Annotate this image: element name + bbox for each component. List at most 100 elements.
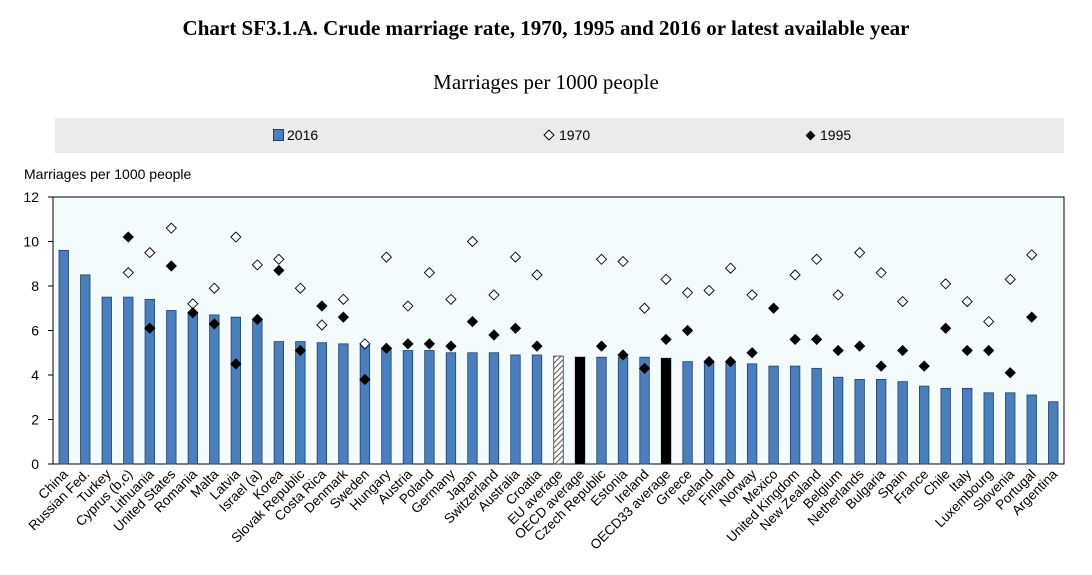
chart-title: Chart SF3.1.A. Crude marriage rate, 1970… [182,16,910,40]
y-tick-label: 12 [23,189,39,205]
bar-2016 [746,363,758,465]
bar-2016 [80,274,91,465]
marker-1995 [810,333,823,346]
bar-2016 [897,381,908,465]
y-tick-label: 8 [31,278,39,294]
marker-1970 [531,269,543,281]
legend: 2016 1970 1995 [55,118,1064,153]
legend-item-2016: 2016 [273,127,318,143]
marker-1970 [509,251,522,263]
marker-1995 [165,260,177,272]
marker-1995 [380,342,393,354]
bar-2016 [596,356,607,465]
marker-1995 [144,322,156,334]
y-tick-label: 10 [23,234,39,250]
marker-1970 [294,282,307,294]
marker-1995 [595,340,608,352]
bar-2016 [1005,392,1016,465]
marker-1970 [703,284,715,297]
marker-1995 [617,349,629,361]
bar-2016 [983,392,994,465]
bar-2016 [531,354,543,465]
marker-1995 [316,300,328,312]
marker-1995 [273,264,285,277]
marker-1970 [789,269,801,281]
bar-2016 [488,352,500,465]
bar-2016 [876,379,887,465]
marker-1995 [767,302,780,314]
bar-2016 [1026,394,1037,465]
marker-1995 [660,333,672,346]
marker-1995 [897,344,909,357]
marker-1970 [746,289,758,301]
legend-label-2016: 2016 [287,127,319,143]
marker-1995 [875,360,887,372]
bar-2016 [58,249,69,465]
marker-1995 [122,231,134,243]
chart-subtitle: Marriages per 1000 people [433,70,659,94]
bar-2016 [101,296,112,465]
y-axis-label: Marriages per 1000 people [24,166,192,182]
bar-2016 [768,365,779,465]
marker-1995 [488,329,500,341]
bar-2016 [402,350,414,465]
marker-1995 [230,358,242,370]
bar-2016 [510,354,521,465]
marker-1970 [983,315,995,328]
marker-1995 [681,324,694,337]
marker-1995 [294,344,307,357]
marker-1970 [1026,249,1038,261]
bar-2016 [660,357,672,465]
marker-1995 [509,322,522,334]
marker-1995 [208,318,220,330]
marker-1995 [746,347,758,359]
marker-1995 [961,344,973,357]
bar-2016 [940,387,951,465]
marker-1995 [983,344,995,357]
bar-2016 [789,365,801,465]
marker-1970 [897,295,909,308]
bar-2016 [854,379,865,465]
marker-1970 [380,251,393,263]
y-tick-label: 2 [31,412,39,428]
y-tick-label: 6 [31,323,39,339]
marker-1995 [1026,311,1038,323]
marker-1995 [251,313,263,326]
bar-2016 [639,356,650,465]
marker-1995 [445,340,457,352]
marker-1970 [144,246,156,259]
marker-1970 [466,235,479,248]
marker-1995 [724,356,737,368]
legend-item-1995: 1995 [805,127,851,143]
bar-2016 [811,367,822,465]
bar-2016 [919,385,930,465]
bar-2016 [187,312,198,465]
marker-1970 [359,338,371,350]
legend-label-1970: 1970 [559,127,591,143]
marker-1970 [165,222,177,234]
marker-1970 [724,262,737,274]
marker-1970 [122,267,134,279]
bar-2016 [166,310,177,465]
y-tick-label: 0 [31,456,39,472]
y-tick-label: 4 [31,367,39,383]
marker-1970 [488,289,500,301]
bar-2016 [1048,401,1059,465]
bar-2016 [703,361,715,465]
marker-1970 [402,300,414,312]
bar-2016 [316,342,328,465]
marker-1995 [466,315,479,328]
bar-2016 [252,318,263,465]
marker-1995 [940,322,952,334]
marker-1970 [423,267,436,279]
marker-1970 [875,267,887,279]
marker-1970 [1004,273,1016,285]
marker-1995 [337,311,350,323]
marker-1970 [251,259,263,271]
marker-1995 [703,356,715,368]
bar-2016 [209,314,220,465]
bar-2016 [230,316,241,465]
marker-1970 [617,255,629,268]
marker-1970 [595,253,608,265]
